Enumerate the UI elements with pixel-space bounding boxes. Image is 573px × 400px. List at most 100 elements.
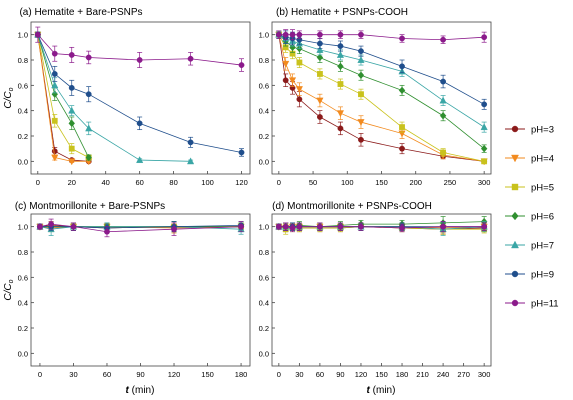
panel-b-series-pH=6 [275, 30, 488, 153]
panel-b-xtick-label: 50 [309, 178, 317, 187]
panel-a: (a) Hematite + Bare-PSNPs 0.00.20.40.60.… [18, 7, 251, 187]
panel-b-point-pH=5 [296, 59, 303, 66]
panel-b-point-pH=3 [282, 77, 289, 84]
panel-b-point-pH=4 [288, 77, 297, 85]
panel-c-ytick-label: 0.4 [18, 299, 28, 308]
panel-b-xtick-label: 150 [375, 178, 388, 187]
panel-a-point-pH=11 [187, 55, 194, 62]
panel-d-xtick-label: 120 [355, 370, 368, 379]
panel-b-xtick-label: 0 [277, 178, 281, 187]
panel-b-point-pH=6 [337, 62, 344, 71]
panel-d-point-pH=11 [440, 223, 446, 230]
panel-c-xtick-label: 180 [235, 370, 248, 379]
panel-b-xtick-label: 300 [478, 178, 491, 187]
panel-a-xtick-label: 100 [201, 178, 214, 187]
panel-d-xtick-label: 210 [416, 370, 429, 379]
panel-c-xtick-label: 90 [136, 370, 144, 379]
panel-c-ytick-label: 0.8 [18, 248, 28, 257]
panel-c-point-pH=11 [37, 223, 43, 230]
panel-b-point-pH=6 [439, 111, 447, 120]
panel-b-point-pH=11 [289, 31, 296, 38]
panel-d-plot: 0.0 0.2 0.4 0.6 0.8 1.0 0 30 60 90 120 150 180 210 240… [259, 216, 490, 379]
panel-b-point-pH=6 [398, 86, 406, 95]
panel-b-point-pH=5 [317, 71, 323, 77]
panel-d-xtick-label: 180 [396, 370, 409, 379]
panel-b-ytick-label: 0.4 [259, 107, 269, 116]
panel-a-xtick-label: 80 [169, 178, 177, 187]
panel-a-line-pH=5 [37, 34, 89, 158]
panel-b-title: (b) Hematite + PSNPs-COOH [276, 7, 408, 18]
panel-a-ytick-label: 0.4 [18, 107, 28, 116]
panel-b-point-pH=3 [358, 136, 364, 143]
panel-a-point-pH=3 [51, 148, 58, 155]
panel-b-point-pH=6 [316, 53, 324, 62]
panel-a-point-pH=11 [34, 31, 41, 38]
legend-swatch-marker [511, 125, 519, 133]
panel-b-point-pH=11 [282, 31, 289, 38]
panel-b-xtick-label: 250 [444, 178, 457, 187]
panel-b-point-pH=11 [275, 31, 282, 38]
panel-b-frame [271, 21, 492, 175]
panel-c-line-pH=11 [39, 223, 242, 233]
panel-c-xtick-label: 30 [69, 370, 77, 379]
panel-a-plot: 0.0 0.2 0.4 0.6 0.8 1.0 0 20 40 60 80 100 120 [18, 26, 248, 187]
legend-swatch-marker [511, 154, 519, 163]
panel-a-xtick-label: 20 [68, 178, 76, 187]
panel-b-series-pH=9 [275, 30, 488, 110]
panel-a-point-pH=7 [136, 156, 144, 163]
panel-b-ytick-label: 0.2 [259, 132, 269, 141]
panel-a-line-pH=7 [37, 34, 191, 162]
panel-b-point-pH=6 [480, 144, 488, 153]
panel-b-series-pH=3 [275, 31, 488, 165]
panel-d-xtick-label: 0 [277, 370, 281, 379]
legend-swatch-marker [511, 183, 519, 191]
panel-a-point-pH=7 [51, 81, 59, 89]
panel-b-point-pH=5 [358, 91, 364, 98]
panel-c-point-pH=11 [104, 228, 110, 235]
panel-a-point-pH=9 [68, 84, 75, 91]
panel-d-xtick-label: 60 [316, 370, 324, 379]
panel-b-point-pH=9 [440, 78, 446, 85]
panel-a-point-pH=7 [85, 124, 93, 132]
panel-b-ytick-label: 1.0 [259, 31, 269, 40]
panel-d-ytick-label: 0.4 [259, 299, 269, 308]
panel-b-point-pH=3 [296, 96, 303, 103]
panel-c-point-pH=11 [48, 221, 55, 228]
legend-item-pH=5: pH=5 [505, 183, 554, 194]
panel-b-point-pH=11 [440, 36, 446, 43]
panel-b-ytick-label: 0.0 [259, 157, 269, 166]
panel-d-ytick-label: 0.6 [259, 273, 269, 282]
legend-item-pH=9: pH=9 [505, 270, 554, 281]
panel-b-point-pH=4 [295, 86, 303, 94]
panel-a-frame [30, 21, 251, 175]
panel-a-ytick-label: 0.2 [18, 132, 28, 141]
panel-b-plot: 0.0 0.2 0.4 0.6 0.8 1.0 0 50 100 150 200 250 300 [259, 29, 491, 187]
legend-swatch-marker [511, 240, 519, 249]
panel-b-point-pH=7 [336, 50, 345, 58]
panel-a-ytick-label: 1.0 [18, 31, 28, 40]
panel-a-point-pH=4 [68, 158, 76, 166]
panel-d-point-pH=11 [399, 225, 405, 231]
panel-b-line-pH=5 [278, 34, 485, 162]
panel-a-xtick-label: 60 [135, 178, 143, 187]
legend-item-pH=3: pH=3 [505, 125, 554, 136]
panel-d-ytick-label: 0.2 [259, 324, 269, 333]
panel-a-point-pH=9 [187, 139, 194, 146]
panel-d-xtick-label: 270 [457, 370, 470, 379]
panel-c-ytick-label: 0.6 [18, 273, 28, 282]
panel-d-title: (d) Montmorillonite + PSNPs-COOH [272, 201, 432, 212]
y-axis-label-bottom: C/Co [3, 279, 15, 300]
panel-b-point-pH=7 [316, 45, 324, 53]
panel-c-ytick-label: 1.0 [18, 223, 28, 232]
panel-d-xtick-label: 240 [437, 370, 450, 379]
legend-item-pH=11: pH=11 [505, 299, 559, 310]
panel-c: (c) Montmorillonite + Bare-PSNPs 0.00.20… [15, 201, 251, 379]
panel-c-series-pH=11 [37, 218, 244, 238]
panel-a-point-pH=11 [136, 57, 143, 63]
panel-b-point-pH=3 [317, 114, 323, 120]
panel-d-point-pH=11 [337, 223, 344, 230]
legend-label: pH=5 [531, 183, 554, 194]
panel-d-xtick-label: 30 [295, 370, 303, 379]
panel-a-title: (a) Hematite + Bare-PSNPs [19, 7, 142, 18]
